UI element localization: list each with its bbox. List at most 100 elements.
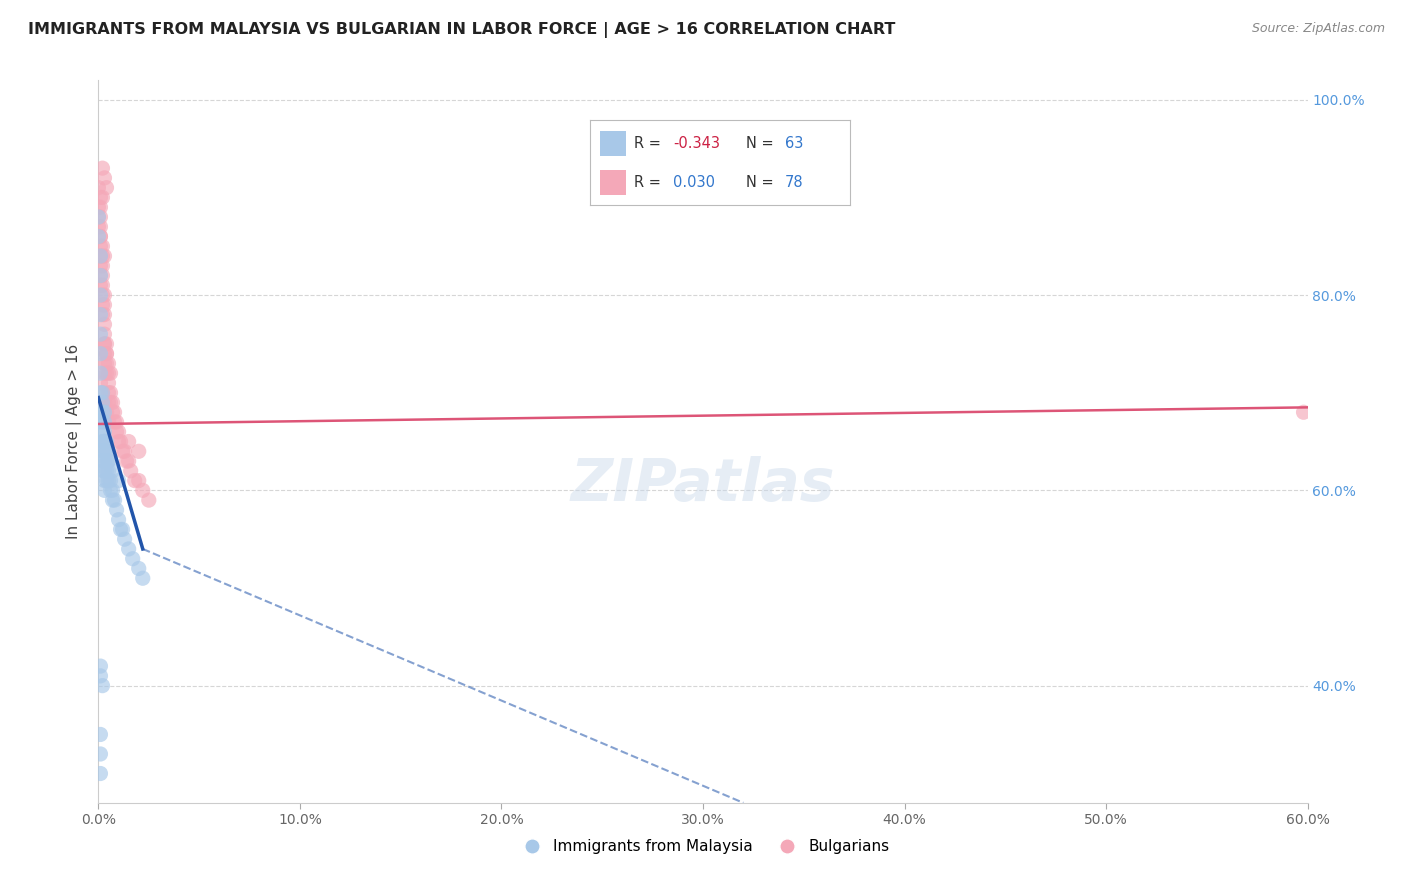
Point: [97, 356, 120, 370]
Point: [128, 561, 150, 575]
Point: [93, 464, 115, 478]
Point: [110, 434, 132, 449]
Point: [96, 366, 118, 380]
Point: [105, 503, 128, 517]
Point: [91, 444, 114, 458]
Point: [89, 259, 111, 273]
Point: [87, 229, 110, 244]
Point: [93, 454, 115, 468]
Point: [91, 190, 114, 204]
Text: IMMIGRANTS FROM MALAYSIA VS BULGARIAN IN LABOR FORCE | AGE > 16 CORRELATION CHAR: IMMIGRANTS FROM MALAYSIA VS BULGARIAN IN…: [28, 22, 896, 38]
Point: [91, 385, 114, 400]
Point: [138, 493, 160, 508]
Point: [89, 249, 111, 263]
Point: [89, 766, 111, 780]
Point: [111, 444, 134, 458]
Point: [93, 395, 115, 409]
Point: [91, 161, 114, 176]
Point: [91, 415, 114, 429]
Text: Source: ZipAtlas.com: Source: ZipAtlas.com: [1251, 22, 1385, 36]
Point: [107, 513, 129, 527]
Point: [89, 229, 111, 244]
Point: [97, 366, 120, 380]
Text: -0.343: -0.343: [673, 136, 720, 151]
Point: [89, 747, 111, 761]
Point: [89, 346, 111, 360]
Point: [89, 210, 111, 224]
Point: [101, 483, 124, 498]
Point: [93, 483, 115, 498]
Point: [128, 474, 150, 488]
Point: [107, 434, 129, 449]
Point: [97, 385, 120, 400]
Point: [121, 551, 143, 566]
Point: [93, 366, 115, 380]
Point: [91, 385, 114, 400]
Point: [105, 415, 128, 429]
Point: [96, 444, 118, 458]
Point: [110, 523, 132, 537]
Point: [124, 474, 146, 488]
Point: [103, 415, 125, 429]
Point: [97, 454, 120, 468]
Point: [87, 210, 110, 224]
Point: [91, 239, 114, 253]
Point: [93, 337, 115, 351]
Point: [97, 454, 120, 468]
Point: [89, 727, 111, 741]
Point: [100, 474, 122, 488]
Point: [89, 200, 111, 214]
Point: [87, 405, 110, 419]
Point: [91, 425, 114, 439]
Legend: Immigrants from Malaysia, Bulgarians: Immigrants from Malaysia, Bulgarians: [510, 833, 896, 860]
Point: [93, 337, 115, 351]
Point: [93, 170, 115, 185]
Point: [96, 464, 118, 478]
Point: [107, 474, 129, 488]
Point: [91, 298, 114, 312]
Y-axis label: In Labor Force | Age > 16: In Labor Force | Age > 16: [66, 344, 83, 539]
Bar: [600, 130, 626, 156]
Point: [87, 219, 110, 234]
Point: [93, 434, 115, 449]
Point: [120, 464, 142, 478]
Point: [89, 366, 111, 380]
Point: [91, 454, 114, 468]
Point: [89, 385, 111, 400]
Point: [89, 190, 111, 204]
Point: [91, 249, 114, 263]
Point: [96, 346, 118, 360]
Text: 78: 78: [785, 175, 803, 190]
Point: [91, 288, 114, 302]
Point: [132, 571, 155, 585]
Point: [118, 434, 141, 449]
Point: [107, 425, 129, 439]
Point: [101, 395, 124, 409]
Point: [91, 464, 114, 478]
Point: [89, 229, 111, 244]
Point: [100, 395, 122, 409]
Point: [96, 474, 118, 488]
Point: [118, 454, 141, 468]
Point: [93, 327, 115, 342]
Point: [114, 444, 136, 458]
Point: [93, 434, 115, 449]
Point: [93, 346, 115, 360]
Point: [89, 268, 111, 283]
Point: [87, 180, 110, 194]
Point: [96, 180, 118, 194]
Point: [100, 385, 122, 400]
Text: N =: N =: [747, 175, 778, 190]
Point: [93, 405, 115, 419]
Point: [101, 464, 124, 478]
Text: R =: R =: [634, 175, 671, 190]
Point: [93, 425, 115, 439]
Point: [93, 318, 115, 332]
Point: [114, 532, 136, 546]
Point: [128, 444, 150, 458]
Text: 0.030: 0.030: [673, 175, 716, 190]
Point: [96, 405, 118, 419]
Point: [96, 444, 118, 458]
Point: [89, 268, 111, 283]
Point: [91, 278, 114, 293]
